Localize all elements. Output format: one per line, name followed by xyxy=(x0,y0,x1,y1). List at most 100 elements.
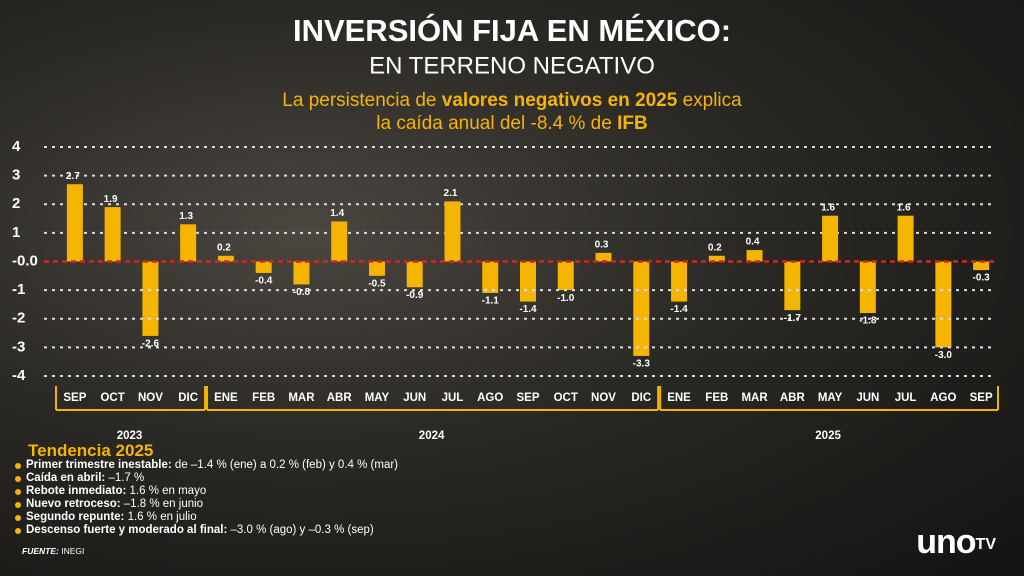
x-tick-label: JUL xyxy=(895,392,917,404)
x-tick-label: AGO xyxy=(930,392,956,404)
source: FUENTE: INEGI xyxy=(22,545,614,558)
chart-subtitle: EN TERRENO NEGATIVO xyxy=(369,52,655,79)
x-tick-label: MAR xyxy=(288,392,315,404)
x-tick-label: AGO xyxy=(477,392,503,404)
note-text: 1.6 % en mayo xyxy=(126,485,207,497)
y-tick-label: -2 xyxy=(12,310,25,327)
value-label: -0.4 xyxy=(255,276,273,287)
x-tick-label: DIC xyxy=(178,392,198,404)
note-item: Caída en abril: –1.7 % xyxy=(14,472,614,485)
x-tick-label: NOV xyxy=(591,392,616,404)
note-label: Nuevo retroceso: xyxy=(26,498,121,510)
bar xyxy=(973,261,990,271)
year-bracket xyxy=(55,386,207,411)
note-item: Segundo repunte: 1.6 % en julio xyxy=(14,511,614,524)
chart: INVERSIÓN FIJA EN MÉXICO: EN TERRENO NEG… xyxy=(12,52,999,442)
bar xyxy=(897,215,914,262)
logo: unoTV xyxy=(916,523,996,562)
y-tick-label: 1 xyxy=(12,224,20,241)
x-tick-label: SEP xyxy=(970,392,993,404)
note-label: Segundo repunte: xyxy=(26,511,125,523)
logo-tv: TV xyxy=(975,536,996,553)
x-tick-label: OCT xyxy=(554,392,578,404)
note-text: –1.7 % xyxy=(105,472,145,484)
bar xyxy=(746,250,763,262)
bar xyxy=(671,261,688,302)
bar xyxy=(180,224,197,262)
x-tick-label: FEB xyxy=(705,392,728,404)
value-label: 1.6 xyxy=(821,202,835,213)
bar xyxy=(520,261,536,302)
bar xyxy=(444,201,461,262)
note-text: –1.8 % en junio xyxy=(120,498,204,510)
bar xyxy=(142,261,159,336)
note-label: Primer trimestre inestable: xyxy=(26,459,172,471)
y-tick-label: 3 xyxy=(12,167,20,184)
caption-part: la caída anual del -8.4 % de xyxy=(376,113,617,134)
value-label: -1.7 xyxy=(784,313,802,324)
value-label: 0.4 xyxy=(746,237,760,248)
value-label: 0.3 xyxy=(595,240,609,251)
note-text: 1.6 % en julio xyxy=(124,511,197,523)
notes: Tendencia 2025 Primer trimestre inestabl… xyxy=(14,441,614,558)
note-item: Rebote inmediato: 1.6 % en mayo xyxy=(14,485,614,498)
x-tick-label: OCT xyxy=(100,392,124,404)
value-label: -1.4 xyxy=(519,304,537,315)
value-label: 0.2 xyxy=(217,242,231,253)
value-label: 0.2 xyxy=(708,242,722,253)
x-tick-label: FEB xyxy=(252,392,275,404)
bar xyxy=(255,261,272,273)
year-bracket xyxy=(659,386,999,411)
year-label: 2024 xyxy=(419,430,445,442)
value-label: -0.8 xyxy=(293,287,311,298)
value-label: -1.4 xyxy=(670,304,688,315)
caption-line-1: La persistencia de valores negativos en … xyxy=(282,90,742,111)
bar xyxy=(406,261,423,288)
x-tick-label: JUL xyxy=(442,392,464,404)
value-label: 1.9 xyxy=(104,194,118,205)
bar xyxy=(66,184,83,262)
value-label: -1.1 xyxy=(482,296,500,307)
x-tick-label: NOV xyxy=(138,392,163,404)
bar xyxy=(293,261,310,285)
x-tick-label: MAR xyxy=(741,392,768,404)
y-tick-label: 4 xyxy=(12,138,21,155)
x-tick-label: SEP xyxy=(63,392,86,404)
note-text: de –1.4 % (ene) a 0.2 % (feb) y 0.4 % (m… xyxy=(171,459,399,471)
x-tick-label: ABR xyxy=(327,392,353,404)
value-label: -1.8 xyxy=(859,316,877,327)
x-tick-label: SEP xyxy=(516,392,539,404)
source-label: FUENTE: xyxy=(22,546,59,556)
year-bracket xyxy=(206,386,660,411)
note-item: Nuevo retroceso: –1.8 % en junio xyxy=(14,498,614,511)
x-tick-label: ABR xyxy=(780,392,806,404)
value-label: -3.3 xyxy=(633,359,651,370)
x-tick-label: DIC xyxy=(631,392,651,404)
bar xyxy=(217,255,234,262)
caption-line-2: la caída anual del -8.4 % de IFB xyxy=(376,113,647,134)
year-label: 2025 xyxy=(815,430,841,442)
bar xyxy=(633,261,650,356)
note-text: –3.0 % (ago) y –0.3 % (sep) xyxy=(227,524,374,536)
bar xyxy=(104,207,121,262)
x-tick-label: JUN xyxy=(856,392,879,404)
value-label: -0.5 xyxy=(368,278,386,289)
bar xyxy=(595,252,612,262)
x-tick-label: MAY xyxy=(818,392,843,404)
source-text: INEGI xyxy=(61,546,85,556)
notes-title: Tendencia 2025 xyxy=(28,441,154,460)
bar xyxy=(557,261,574,291)
year-label: 2023 xyxy=(117,430,143,442)
value-label: 1.3 xyxy=(179,211,193,222)
note-item: Primer trimestre inestable: de –1.4 % (e… xyxy=(14,459,614,472)
value-label: 2.1 xyxy=(444,188,458,199)
bar xyxy=(935,261,952,348)
value-label: -0.3 xyxy=(973,273,991,284)
value-label: -1.0 xyxy=(557,293,575,304)
note-label: Rebote inmediato: xyxy=(26,485,127,497)
bar xyxy=(708,255,725,262)
note-label: Caída en abril: xyxy=(26,472,106,484)
bar xyxy=(482,261,499,293)
x-tick-label: MAY xyxy=(365,392,390,404)
